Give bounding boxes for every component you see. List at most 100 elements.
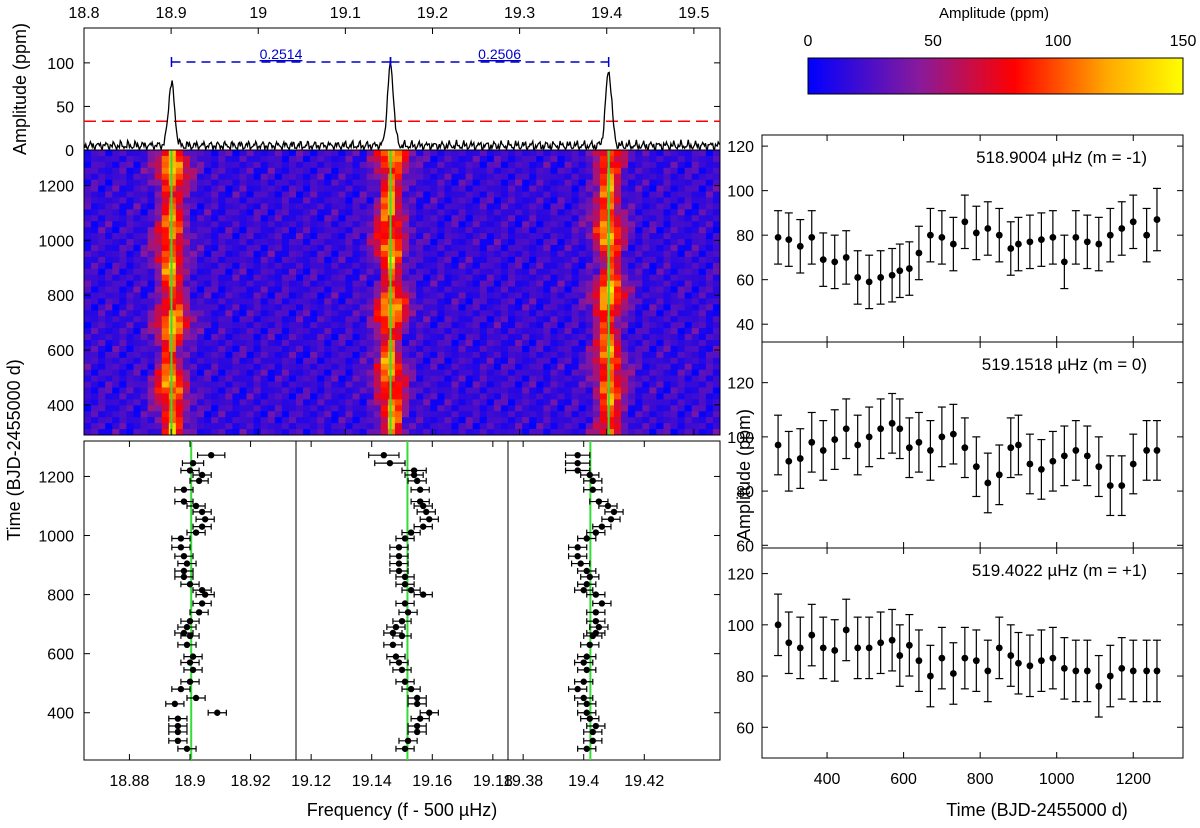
heatmap-cell: [529, 155, 537, 163]
heatmap-cell: [168, 203, 177, 210]
heatmap-cell: [691, 310, 700, 317]
track-point: [583, 581, 590, 588]
heatmap-cell: [324, 363, 332, 371]
heatmap-cell: [522, 298, 530, 305]
heatmap-cell: [204, 239, 212, 246]
heatmap-cell: [515, 298, 523, 305]
heatmap-cell: [133, 161, 142, 169]
heatmap-cell: [430, 298, 438, 305]
heatmap-cell: [317, 250, 325, 258]
heatmap-cell: [663, 369, 672, 377]
heatmap-cell: [112, 334, 120, 341]
heatmap-cell: [288, 274, 297, 282]
heatmap-cell: [324, 215, 332, 222]
heatmap-cell: [253, 357, 262, 365]
heatmap-cell: [359, 393, 368, 400]
heatmap-cell: [409, 334, 417, 341]
heatmap-cell: [416, 268, 424, 276]
heatmap-cell: [585, 292, 594, 300]
track-point: [201, 516, 209, 523]
heatmap-cell: [303, 203, 311, 210]
heatmap-cell: [486, 334, 495, 341]
heatmap-cell: [147, 405, 156, 412]
track-point: [401, 573, 409, 581]
heatmap-cell: [197, 167, 205, 175]
heatmap-cell: [338, 399, 347, 406]
heatmap-cell: [628, 417, 636, 424]
heatmap-cell: [281, 167, 290, 175]
heatmap-cell: [416, 215, 424, 222]
heatmap-cell: [515, 334, 523, 341]
heatmap-cell: [684, 209, 693, 216]
heatmap-cell: [253, 375, 262, 383]
heatmap-cell: [656, 298, 665, 305]
heatmap-cell: [394, 150, 403, 157]
heatmap-cell: [331, 203, 339, 210]
heatmap-cell: [416, 369, 424, 377]
heatmap-cell: [310, 173, 318, 181]
heatmap-cell: [274, 209, 283, 216]
heatmap-cell: [352, 322, 361, 329]
heatmap-cell: [649, 179, 657, 187]
heatmap-cell: [288, 203, 297, 210]
heatmap-cell: [288, 227, 297, 234]
heatmap-cell: [119, 411, 127, 418]
heatmap-cell: [225, 322, 233, 329]
heatmap-cell: [140, 250, 149, 258]
heatmap-cell: [168, 197, 177, 205]
heatmap-cell: [515, 250, 523, 258]
heatmap-cell: [161, 417, 170, 424]
heatmap-cell: [175, 417, 184, 424]
heatmap-cell: [168, 179, 177, 187]
heatmap-cell: [387, 191, 396, 199]
heatmap-cell: [239, 417, 248, 424]
heatmap-cell: [168, 351, 177, 359]
heatmap-cell: [394, 245, 403, 252]
heatmap-cell: [515, 150, 523, 157]
heatmap-cell: [557, 429, 566, 435]
heatmap-cell: [119, 150, 127, 157]
heatmap-cell: [133, 203, 142, 210]
heatmap-cell: [204, 280, 212, 288]
heatmap-cell: [373, 345, 382, 353]
heatmap-cell: [614, 150, 622, 157]
heatmap-cell: [402, 393, 410, 400]
heatmap-cell: [423, 221, 431, 228]
heatmap-cell: [599, 268, 608, 276]
heatmap-cell: [246, 417, 255, 424]
heatmap-cell: [105, 185, 113, 193]
heatmap-cell: [705, 250, 714, 258]
heatmap-cell: [175, 227, 184, 234]
heatmap-cell: [486, 250, 495, 258]
heatmap-cell: [585, 155, 594, 163]
heatmap-cell: [380, 150, 389, 157]
track-point: [583, 535, 590, 542]
heatmap-cell: [677, 262, 686, 270]
heatmap-cell: [190, 268, 198, 276]
heatmap-cell: [430, 256, 438, 264]
heatmap-cell: [274, 221, 283, 228]
heatmap-cell: [373, 411, 382, 418]
heatmap-cell: [423, 173, 431, 181]
heatmap-cell: [522, 405, 530, 412]
heatmap-cell: [705, 191, 714, 199]
heatmap-cell: [578, 274, 587, 282]
heatmap-cell: [239, 292, 248, 300]
heatmap-cell: [705, 268, 714, 276]
heatmap-cell: [493, 209, 502, 216]
heatmap-cell: [281, 268, 290, 276]
heatmap-cell: [486, 357, 495, 365]
heatmap-cell: [430, 239, 438, 246]
heatmap-cell: [352, 185, 361, 193]
heatmap-cell: [352, 227, 361, 234]
heatmap-cell: [656, 221, 665, 228]
heatmap-cell: [557, 328, 566, 335]
heatmap-cell: [175, 423, 184, 430]
heatmap-cell: [493, 233, 502, 240]
heatmap-cell: [380, 227, 389, 234]
heatmap-cell: [161, 233, 170, 240]
heatmap-cell: [140, 351, 149, 359]
heatmap-cell: [621, 274, 629, 282]
heatmap-cell: [543, 369, 551, 377]
heatmap-cell: [281, 381, 290, 389]
